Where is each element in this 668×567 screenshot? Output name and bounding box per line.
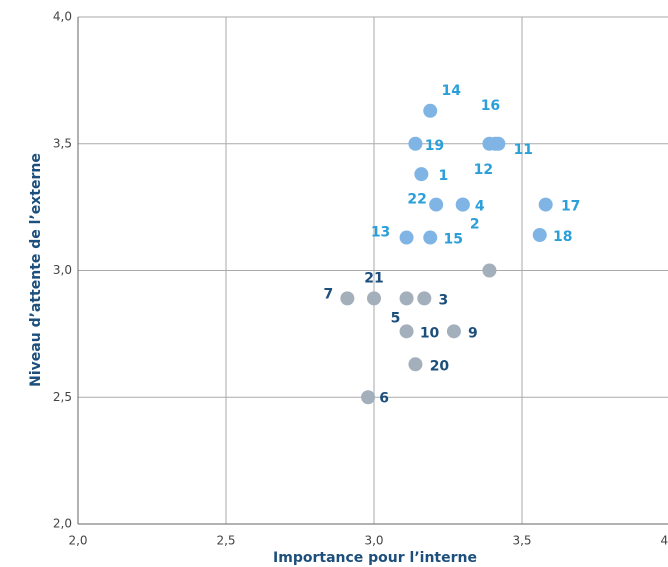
point-label: 13 — [371, 225, 390, 241]
y-tick-label: 2,0 — [53, 517, 72, 531]
x-tick-label: 3,5 — [512, 534, 531, 548]
point — [429, 197, 444, 212]
point — [482, 263, 497, 278]
point-label: 9 — [468, 325, 478, 341]
point — [367, 291, 381, 306]
point — [538, 197, 553, 212]
y-tick-label: 2,5 — [53, 390, 72, 404]
point-label: 4 — [475, 199, 485, 215]
point — [361, 390, 376, 405]
point — [488, 136, 503, 151]
point-label: 1 — [438, 168, 448, 184]
point-label: 17 — [561, 199, 580, 215]
point-label: 2 — [470, 217, 480, 233]
point-label: 11 — [514, 142, 533, 158]
point — [446, 324, 461, 339]
point-label: 6 — [379, 390, 389, 406]
point-label: 18 — [553, 229, 572, 245]
x-tick-label: 3,0 — [364, 534, 383, 548]
point-label: 3 — [438, 292, 448, 308]
point-label: 14 — [441, 83, 461, 99]
point — [408, 136, 423, 151]
point — [532, 228, 547, 243]
point — [399, 230, 414, 245]
point — [399, 324, 414, 339]
point-label: 10 — [420, 325, 440, 341]
y-tick-label: 3,5 — [53, 136, 72, 150]
point — [423, 230, 438, 245]
point — [414, 167, 429, 182]
point — [399, 291, 414, 306]
point-label: 12 — [474, 162, 493, 178]
x-tick-label: 2,0 — [68, 534, 87, 548]
x-tick-label: 4,0 — [660, 534, 668, 548]
point — [455, 197, 470, 212]
point-label: 7 — [323, 286, 333, 302]
point-label: 21 — [364, 270, 383, 286]
point — [423, 103, 438, 118]
point-label: 16 — [481, 98, 500, 114]
point-label: 22 — [407, 192, 426, 208]
x-tick-label: 2,5 — [216, 534, 235, 548]
point — [340, 291, 355, 306]
point — [408, 357, 423, 372]
y-axis-label: Niveau d’attente de l’externe — [28, 153, 44, 387]
y-tick-label: 4,0 — [53, 10, 72, 24]
point-label: 19 — [425, 138, 444, 154]
y-tick-label: 3,0 — [53, 263, 72, 277]
point-label: 15 — [443, 232, 462, 248]
x-axis-label: Importance pour l’interne — [273, 550, 477, 566]
point-label: 5 — [391, 310, 401, 326]
point-label: 20 — [430, 358, 450, 374]
point — [417, 291, 432, 306]
